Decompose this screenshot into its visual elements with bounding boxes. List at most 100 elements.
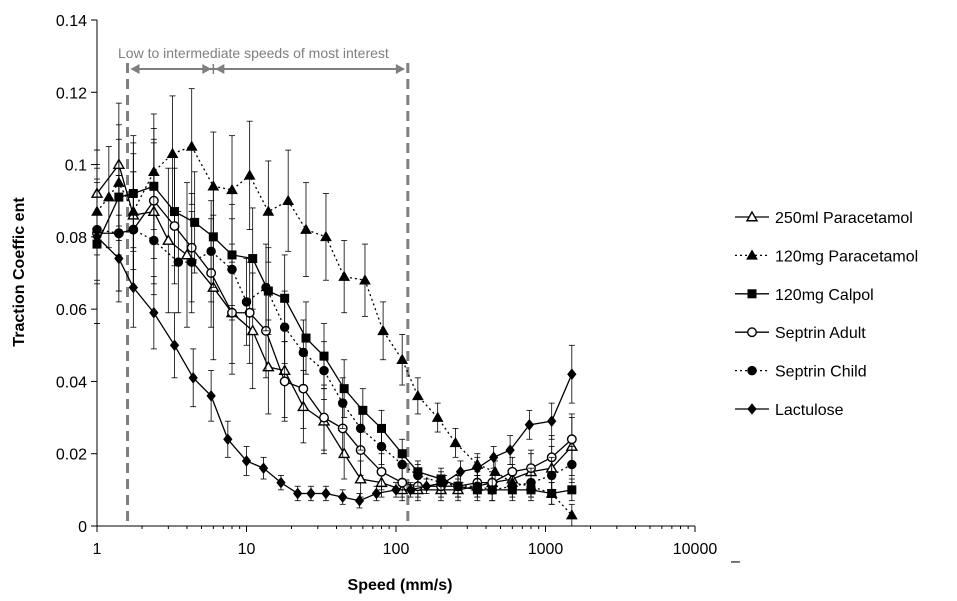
data-point bbox=[337, 398, 348, 408]
data-point bbox=[246, 324, 259, 336]
data-point bbox=[262, 360, 275, 372]
series-120mg-paracetamol bbox=[91, 88, 578, 527]
y-tick-label: 0.04 bbox=[56, 374, 87, 391]
data-point bbox=[431, 411, 444, 422]
series-septrin-child bbox=[92, 171, 577, 502]
data-point bbox=[301, 333, 311, 343]
data-point bbox=[321, 487, 331, 500]
data-point bbox=[128, 281, 138, 294]
series-group bbox=[90, 88, 579, 527]
y-tick-label: 0.02 bbox=[56, 447, 87, 464]
data-point bbox=[547, 415, 557, 427]
data-point bbox=[405, 484, 416, 496]
legend-marker bbox=[747, 403, 757, 415]
data-point bbox=[339, 384, 349, 394]
data-point bbox=[487, 485, 497, 495]
data-point bbox=[114, 252, 124, 265]
data-point bbox=[166, 147, 179, 158]
data-point bbox=[421, 480, 432, 493]
data-point bbox=[206, 390, 216, 402]
data-point bbox=[354, 472, 367, 484]
region-arrowhead-mid-left bbox=[202, 64, 212, 74]
data-point bbox=[173, 257, 184, 267]
data-point bbox=[319, 365, 329, 376]
y-tick-label: 0.08 bbox=[56, 230, 87, 247]
data-point bbox=[397, 477, 408, 488]
data-point bbox=[411, 389, 424, 401]
data-point bbox=[355, 423, 366, 434]
data-point bbox=[566, 434, 577, 445]
data-point bbox=[449, 436, 462, 448]
data-point bbox=[505, 444, 515, 456]
region-arrowhead-right bbox=[395, 64, 405, 74]
data-point bbox=[337, 447, 351, 459]
y-tick-label: 0.14 bbox=[56, 13, 87, 30]
y-tick-label: 0.06 bbox=[56, 302, 87, 319]
data-point bbox=[169, 339, 180, 352]
data-point bbox=[248, 254, 258, 264]
data-point bbox=[453, 481, 463, 491]
data-point bbox=[244, 307, 255, 318]
data-point bbox=[149, 235, 159, 246]
legend: 250ml Paracetamol 120mg Paracetamol 120mg … bbox=[735, 210, 918, 419]
legend-entry-label: Lactulose bbox=[775, 402, 844, 419]
data-point bbox=[188, 372, 198, 384]
legend-marker bbox=[745, 210, 759, 222]
data-point bbox=[524, 418, 535, 431]
axes-group: 0 0.02 0.04 0.06 0.08 0.1 0.12 0.14 1 10 100 1000 10… bbox=[56, 13, 717, 558]
data-point bbox=[261, 282, 271, 293]
data-point bbox=[102, 191, 115, 202]
data-point bbox=[567, 459, 577, 470]
data-point bbox=[293, 487, 303, 500]
data-point bbox=[472, 462, 482, 474]
data-point bbox=[190, 217, 200, 227]
data-point bbox=[241, 455, 252, 467]
region-arrowhead-mid-right bbox=[215, 64, 225, 74]
legend-entry-label: Septrin Child bbox=[775, 364, 867, 381]
data-point bbox=[306, 487, 316, 500]
data-point bbox=[371, 487, 382, 500]
x-axis-title: Speed (mm/s) bbox=[348, 577, 453, 594]
data-point bbox=[526, 477, 536, 488]
data-point bbox=[377, 324, 389, 336]
data-point bbox=[397, 459, 407, 470]
legend-marker bbox=[747, 327, 757, 338]
data-point bbox=[180, 248, 194, 260]
legend-entry-label: 120mg Paracetamol bbox=[775, 248, 918, 265]
data-point bbox=[243, 169, 256, 180]
data-point bbox=[298, 347, 309, 358]
data-point bbox=[241, 297, 252, 307]
data-point bbox=[169, 221, 180, 231]
data-point bbox=[186, 257, 197, 267]
legend-entry-label: 120mg Calpol bbox=[775, 287, 874, 304]
data-point bbox=[162, 234, 175, 245]
data-point bbox=[376, 466, 387, 477]
annotation-group bbox=[126, 63, 410, 526]
data-point bbox=[282, 194, 295, 205]
data-point bbox=[359, 274, 371, 285]
data-point bbox=[489, 451, 499, 464]
data-point bbox=[276, 476, 286, 489]
y-tick-label: 0.12 bbox=[56, 85, 87, 102]
data-point bbox=[391, 484, 401, 496]
data-point bbox=[258, 462, 269, 474]
data-point bbox=[567, 368, 577, 381]
x-axis-stub-mark: – bbox=[731, 553, 740, 570]
series-250ml-paracetamol bbox=[90, 102, 579, 502]
legend-marker bbox=[747, 365, 757, 376]
data-point bbox=[149, 306, 159, 319]
data-point bbox=[507, 466, 518, 477]
data-point bbox=[208, 232, 218, 242]
data-point bbox=[358, 405, 368, 415]
data-point bbox=[279, 376, 290, 387]
data-point bbox=[226, 183, 238, 195]
y-tick-label: 0.1 bbox=[65, 158, 87, 175]
data-point bbox=[279, 322, 290, 332]
x-tick-label: 10000 bbox=[673, 541, 718, 558]
data-point bbox=[396, 353, 409, 364]
data-point bbox=[565, 509, 578, 520]
data-point bbox=[413, 470, 423, 481]
legend-marker bbox=[746, 249, 758, 260]
data-point bbox=[472, 481, 483, 491]
data-point bbox=[262, 205, 275, 216]
